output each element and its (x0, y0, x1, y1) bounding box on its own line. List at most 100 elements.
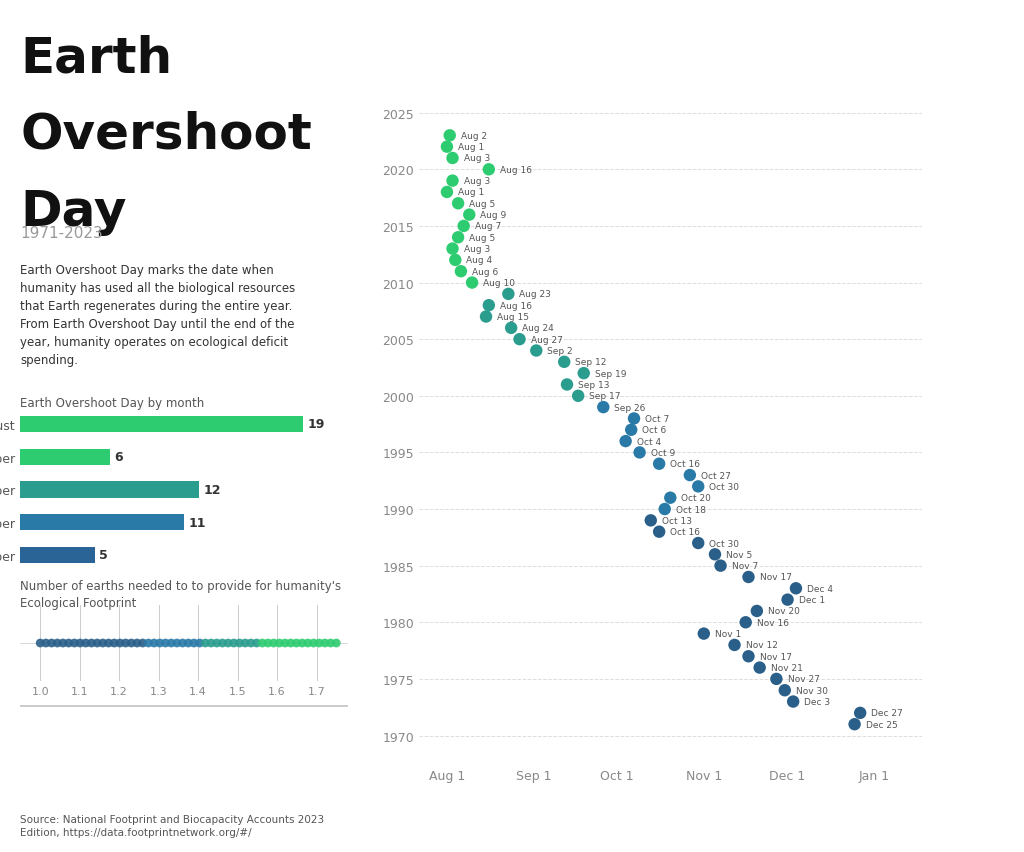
Text: Aug 2: Aug 2 (461, 132, 487, 141)
Point (265, 636, 282, 650)
Text: Dec 4: Dec 4 (807, 584, 834, 593)
Point (480, 299, 497, 313)
Text: Aug 5: Aug 5 (469, 199, 496, 209)
Text: 12: 12 (204, 483, 221, 497)
Point (626, 412, 642, 426)
Point (438, 141, 455, 154)
Text: Sep 26: Sep 26 (614, 403, 646, 412)
Point (225, 636, 242, 650)
Point (768, 672, 784, 686)
Point (231, 636, 248, 650)
Point (169, 636, 185, 650)
Point (707, 548, 723, 561)
Point (191, 636, 208, 650)
Text: Aug 9: Aug 9 (480, 210, 507, 220)
Text: Earth Overshoot Day by month: Earth Overshoot Day by month (20, 396, 205, 409)
Point (623, 423, 639, 437)
Point (447, 254, 464, 268)
Point (112, 636, 128, 650)
Text: Aug 23: Aug 23 (519, 290, 551, 299)
Text: Aug 16: Aug 16 (500, 302, 531, 310)
Text: Aug 15: Aug 15 (497, 313, 529, 322)
Point (220, 636, 237, 650)
Point (271, 636, 288, 650)
Text: Nov 12: Nov 12 (745, 641, 777, 650)
Text: Sep 13: Sep 13 (579, 381, 609, 389)
Text: Source: National Footprint and Biocapacity Accounts 2023
Edition, https://data.f: Source: National Footprint and Biocapaci… (20, 814, 325, 837)
Point (72, 636, 88, 650)
Text: Earth: Earth (20, 34, 173, 82)
Point (323, 636, 339, 650)
Point (100, 636, 117, 650)
Point (38, 636, 54, 650)
Point (461, 209, 477, 222)
Text: Oct 20: Oct 20 (681, 493, 712, 503)
Text: Oct 16: Oct 16 (671, 460, 700, 469)
Point (651, 458, 668, 471)
Point (316, 636, 333, 650)
Point (752, 661, 768, 675)
Point (174, 636, 190, 650)
Text: Sep 17: Sep 17 (589, 392, 621, 400)
Point (441, 130, 458, 143)
Point (158, 636, 174, 650)
Text: Number of earths needed to to provide for humanity's
Ecological Footprint: Number of earths needed to to provide fo… (20, 579, 342, 609)
Point (209, 636, 225, 650)
Point (695, 627, 712, 641)
Point (847, 717, 863, 731)
Text: Dec 1: Dec 1 (799, 596, 824, 604)
Text: Aug 24: Aug 24 (522, 324, 554, 333)
Point (595, 400, 611, 414)
Text: Nov 16: Nov 16 (757, 618, 788, 627)
Point (464, 276, 480, 290)
Text: Aug 10: Aug 10 (483, 279, 515, 288)
Point (556, 355, 572, 369)
Point (118, 636, 134, 650)
Text: 1971-2023: 1971-2023 (20, 226, 103, 241)
Point (185, 636, 202, 650)
Text: Oct 7: Oct 7 (645, 414, 670, 423)
Point (503, 322, 519, 336)
Text: Nov 1: Nov 1 (715, 630, 741, 638)
Text: Dec 25: Dec 25 (865, 720, 897, 728)
Point (254, 636, 270, 650)
Point (852, 706, 868, 720)
Text: Aug 6: Aug 6 (472, 268, 499, 276)
Point (651, 525, 668, 538)
Point (328, 636, 344, 650)
Text: Oct 6: Oct 6 (642, 426, 667, 435)
Point (94, 636, 111, 650)
Text: Oct 13: Oct 13 (662, 516, 692, 525)
Text: Sep 19: Sep 19 (595, 369, 627, 378)
Bar (20, 417, 303, 433)
Point (106, 636, 123, 650)
Text: Oct 9: Oct 9 (650, 448, 675, 458)
Point (78, 636, 94, 650)
Text: Nov 17: Nov 17 (760, 652, 792, 661)
Point (300, 636, 316, 650)
Point (740, 571, 757, 584)
Point (575, 367, 592, 381)
Point (713, 559, 729, 573)
Point (478, 310, 495, 324)
Point (249, 636, 265, 650)
Point (480, 164, 497, 177)
Point (690, 537, 707, 550)
Point (776, 683, 793, 697)
Text: Oct 16: Oct 16 (671, 527, 700, 537)
Point (55, 636, 72, 650)
Point (737, 616, 754, 630)
Text: Aug 1: Aug 1 (458, 143, 484, 152)
Point (785, 695, 802, 709)
Text: Earth Overshoot Day marks the date when
humanity has used all the biological res: Earth Overshoot Day marks the date when … (20, 264, 296, 367)
Point (243, 636, 259, 650)
Point (643, 514, 659, 527)
Point (444, 243, 461, 256)
Point (289, 636, 305, 650)
Text: 6: 6 (115, 451, 123, 463)
Point (305, 636, 322, 650)
Text: Aug 3: Aug 3 (464, 245, 489, 254)
Text: Aug 3: Aug 3 (464, 154, 489, 164)
Text: Aug 16: Aug 16 (500, 165, 531, 175)
Point (500, 288, 516, 302)
